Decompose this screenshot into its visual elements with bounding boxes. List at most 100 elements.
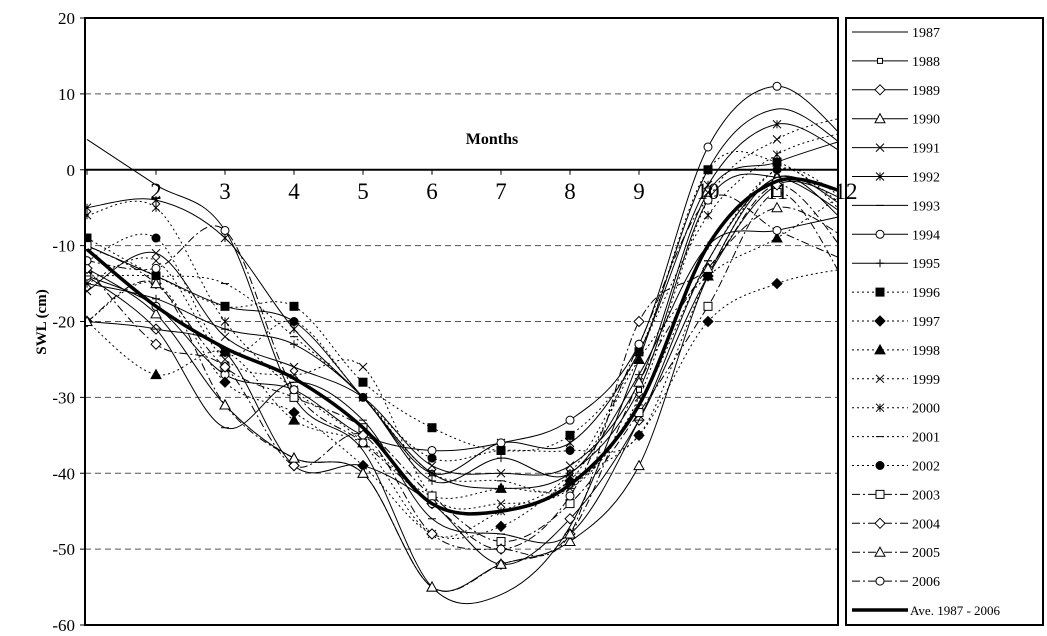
legend-item: 1992 <box>852 171 940 186</box>
point-marker <box>358 377 368 387</box>
point-marker <box>288 459 300 472</box>
x-tick-label: 11 <box>766 179 788 204</box>
point-marker <box>771 232 783 243</box>
point-marker <box>874 343 886 355</box>
legend-item: 1995 <box>852 257 940 272</box>
legend-label: 1988 <box>912 55 940 70</box>
gridlines <box>85 93 838 550</box>
point-marker <box>772 157 782 167</box>
point-marker <box>703 301 713 311</box>
point-marker <box>634 339 644 349</box>
point-marker <box>220 355 230 364</box>
legend-label: 2005 <box>912 546 940 561</box>
legend-item: 1996 <box>852 286 940 301</box>
point-marker <box>703 142 713 152</box>
series-line <box>86 118 838 510</box>
point-marker <box>496 438 506 448</box>
legend-item: 1997 <box>852 315 940 330</box>
x-tick-label: 7 <box>495 179 507 204</box>
point-marker <box>85 315 93 326</box>
legend-item: 2005 <box>852 546 940 561</box>
point-marker <box>565 415 575 425</box>
legend-label: 1997 <box>912 315 940 330</box>
point-marker <box>152 294 160 303</box>
point-marker <box>875 576 885 586</box>
legend-label: 1996 <box>912 286 940 301</box>
point-marker <box>565 461 575 471</box>
point-marker <box>495 520 507 533</box>
legend-item: 1990 <box>852 112 940 128</box>
point-marker <box>875 229 885 239</box>
point-marker <box>85 279 92 288</box>
y-tick-label: -60 <box>52 616 75 635</box>
point-marker <box>772 225 782 235</box>
point-marker <box>150 277 162 289</box>
point-marker <box>426 581 438 592</box>
point-marker <box>288 452 300 463</box>
point-marker <box>875 489 885 499</box>
point-marker <box>874 315 886 327</box>
y-tick-label: 20 <box>58 9 75 28</box>
point-marker <box>151 195 161 205</box>
point-marker <box>150 307 162 319</box>
legend-label: Ave. 1987 - 2006 <box>910 603 1001 618</box>
point-marker <box>636 386 642 393</box>
point-marker <box>874 546 886 557</box>
legend-label: 1994 <box>912 228 940 243</box>
point-marker <box>633 353 645 364</box>
point-marker <box>496 499 506 508</box>
point-marker <box>496 468 506 478</box>
point-marker <box>220 225 230 235</box>
point-marker <box>772 81 782 91</box>
x-tick-label: 3 <box>219 179 231 204</box>
series-line <box>86 108 838 605</box>
point-marker <box>150 338 162 350</box>
y-tick-label: 0 <box>67 161 76 180</box>
legend-item: 2006 <box>852 575 940 590</box>
point-marker <box>85 203 92 213</box>
point-marker <box>772 119 782 129</box>
point-marker <box>219 361 231 373</box>
point-marker <box>771 277 783 290</box>
point-marker <box>877 57 883 64</box>
point-marker <box>427 445 437 455</box>
point-marker <box>875 172 885 181</box>
x-tick-label: 8 <box>564 179 576 204</box>
legend-item: 2000 <box>852 402 940 417</box>
point-marker <box>874 84 886 96</box>
point-marker <box>876 259 884 268</box>
legend: 1987 1988 1989 1990 1991 1992 1993 1994 1995 1996… <box>845 17 1044 626</box>
point-marker <box>703 180 713 190</box>
x-tick-label: 6 <box>426 179 438 204</box>
series-line <box>86 184 838 557</box>
point-marker <box>875 143 885 152</box>
point-marker <box>85 210 92 220</box>
point-marker <box>772 150 782 159</box>
point-marker <box>564 535 576 547</box>
point-marker <box>289 324 299 334</box>
series-16 <box>85 188 838 547</box>
point-marker <box>358 438 368 448</box>
point-marker <box>495 558 507 569</box>
point-marker <box>875 287 885 297</box>
legend-item: 1989 <box>852 84 940 99</box>
series-18 <box>85 201 838 592</box>
point-marker <box>564 513 576 525</box>
legend-item: 2003 <box>852 488 940 503</box>
point-marker <box>496 544 506 554</box>
point-marker <box>565 430 575 440</box>
y-tick-label: -10 <box>52 237 75 256</box>
point-marker <box>427 461 437 471</box>
point-marker <box>289 385 299 395</box>
series-0 <box>86 108 838 605</box>
point-marker <box>289 362 299 372</box>
series-line <box>86 141 838 476</box>
legend-label: 2006 <box>912 575 940 590</box>
series-line <box>86 151 838 452</box>
legend-label: 1987 <box>912 26 940 41</box>
point-marker <box>85 256 92 266</box>
point-marker <box>151 248 161 258</box>
point-marker <box>565 468 575 478</box>
point-marker <box>220 332 230 342</box>
y-axis-label: SWL (cm) <box>34 289 50 354</box>
